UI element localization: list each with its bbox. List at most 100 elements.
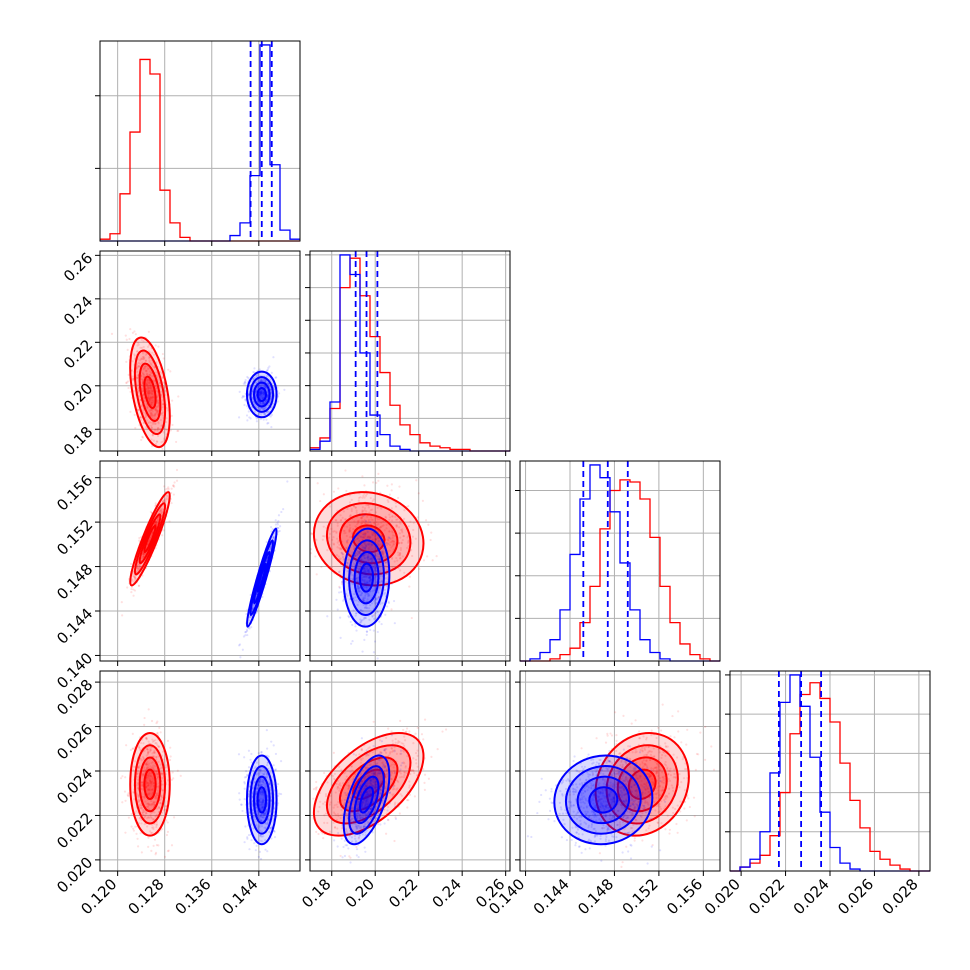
sample-point [138,567,141,570]
density-contour [338,513,399,565]
sample-point [359,496,362,499]
sample-point [151,396,154,399]
sample-point [266,396,269,399]
sample-point [147,378,150,381]
sample-point [381,549,384,553]
sample-point [258,392,261,395]
sample-point [347,558,350,561]
sample-point [388,513,391,516]
sample-point [145,372,149,375]
sample-point [140,438,143,442]
sample-point [342,599,345,602]
sample-point [264,400,267,403]
sample-point [262,396,265,400]
sample-point [163,386,166,389]
sample-point [322,534,325,538]
sample-point [346,525,349,528]
sample-point [253,367,256,370]
sample-point [398,551,402,555]
sample-point [158,384,162,388]
sample-point [269,388,273,391]
sample-point [142,355,145,358]
sample-point [143,552,146,555]
sample-point [385,573,389,576]
sample-point [401,528,404,531]
sample-point [343,529,346,533]
sample-point [165,417,168,420]
sample-point [258,408,262,411]
sample-point [155,522,158,525]
sample-point [348,530,351,534]
sample-point [273,835,277,839]
sample-point [384,565,387,568]
sample-point [367,520,370,523]
sample-point [386,499,389,502]
sample-point [372,550,375,553]
sample-point [338,573,342,577]
sample-point [335,531,338,535]
sample-point [362,571,365,574]
sample-point [391,515,394,518]
sample-point [396,496,400,500]
sample-point [381,552,384,556]
sample-point [146,380,149,384]
sample-point [141,361,144,364]
sample-point [386,541,389,545]
sample-point [150,424,153,427]
sample-point [408,575,412,578]
sample-point [145,370,148,373]
sample-point [162,529,165,532]
sample-point [361,521,364,524]
sample-point [151,392,154,396]
sample-point [265,729,268,732]
sample-point [366,593,369,596]
y-tick-label: 0.20 [60,379,96,415]
sample-point [136,408,140,411]
sample-point [151,410,154,413]
sample-point [340,548,343,551]
sample-point [246,633,249,637]
sample-point [371,547,374,551]
sample-point [361,599,364,602]
sample-point [354,552,357,555]
sample-point [259,857,263,861]
panel-frame [99,40,301,242]
sample-point [148,398,151,401]
sample-point [372,613,376,617]
sample-point [144,552,147,555]
sample-point [369,628,372,632]
sample-point [275,376,278,379]
sample-point [140,358,143,361]
sample-point [169,429,172,432]
sample-point [154,408,157,411]
sample-point [401,538,404,542]
sample-point [150,401,153,404]
sample-point [386,605,389,608]
sample-point [124,799,127,802]
sample-point [355,523,359,526]
sample-point [265,375,268,378]
sample-point [277,519,280,523]
sample-point [354,625,357,628]
sample-point [399,546,402,550]
sample-point [149,383,152,387]
sample-point [270,526,273,529]
density-contour [129,491,171,587]
sample-point [177,429,180,432]
sample-point [139,362,142,365]
sample-point [264,380,267,383]
sample-point [134,825,137,828]
sample-point [245,404,249,408]
sample-point [266,395,269,399]
sample-point [336,546,339,549]
sample-point [172,816,176,819]
sample-point [259,391,262,395]
sample-point [148,373,152,377]
sample-point [132,575,136,578]
sample-point [391,536,394,539]
sample-point [163,498,166,502]
sample-point [270,371,273,374]
sample-point [147,397,150,400]
sample-point [348,527,351,531]
sample-point [142,345,145,349]
